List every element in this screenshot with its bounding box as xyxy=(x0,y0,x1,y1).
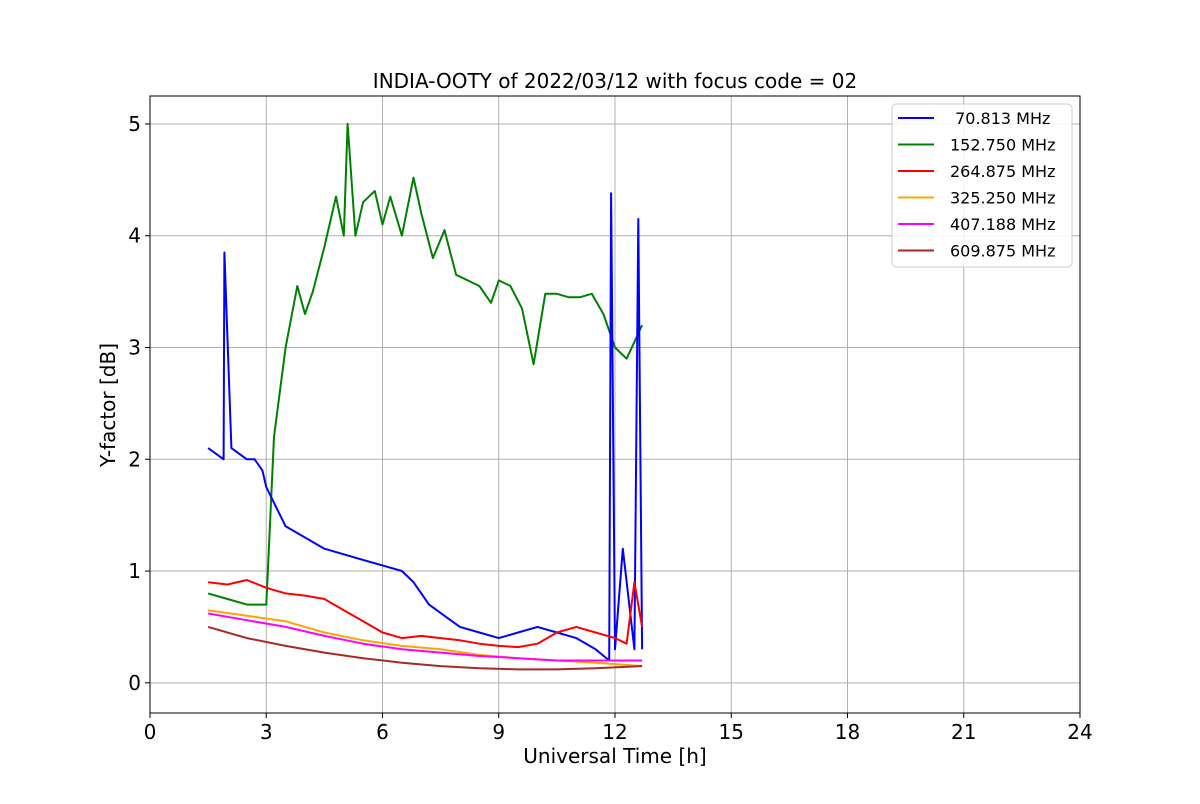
y-tick-label: 4 xyxy=(128,224,141,248)
series-line xyxy=(207,612,643,662)
series-line xyxy=(207,625,643,671)
x-tick-label: 3 xyxy=(260,720,273,744)
legend-box xyxy=(891,103,1073,268)
y-tick-label: 1 xyxy=(128,559,141,583)
chart-title: INDIA-OOTY of 2022/03/12 with focus code… xyxy=(373,69,857,93)
x-tick-label: 0 xyxy=(144,720,157,744)
legend-label: 407.188 MHz xyxy=(950,215,1055,234)
x-tick-label: 24 xyxy=(1067,720,1092,744)
x-tick-label: 18 xyxy=(835,720,860,744)
x-axis-label: Universal Time [h] xyxy=(523,744,706,768)
legend-label: 264.875 MHz xyxy=(950,162,1055,181)
y-tick-label: 2 xyxy=(128,447,141,471)
x-tick-label: 21 xyxy=(951,720,976,744)
y-tick-label: 5 xyxy=(128,112,141,136)
plot-lines xyxy=(207,122,644,671)
series-line xyxy=(207,122,644,606)
legend-label: 609.875 MHz xyxy=(950,242,1055,261)
series-line xyxy=(207,192,644,662)
x-tick-label: 6 xyxy=(376,720,389,744)
x-tick-label: 12 xyxy=(602,720,627,744)
legend-label: 152.750 MHz xyxy=(950,136,1055,155)
legend: 70.813 MHz 152.750 MHz 264.875 MHz 325.250 … xyxy=(891,103,1073,268)
y-axis-label: Y-factor [dB] xyxy=(96,343,120,468)
legend-label: 70.813 MHz xyxy=(950,109,1050,128)
x-tick-label: 15 xyxy=(719,720,744,744)
legend-label: 325.250 MHz xyxy=(950,189,1055,208)
y-tick-label: 0 xyxy=(128,671,141,695)
y-tick-label: 3 xyxy=(128,335,141,359)
x-tick-label: 9 xyxy=(492,720,505,744)
series-line xyxy=(207,579,644,649)
